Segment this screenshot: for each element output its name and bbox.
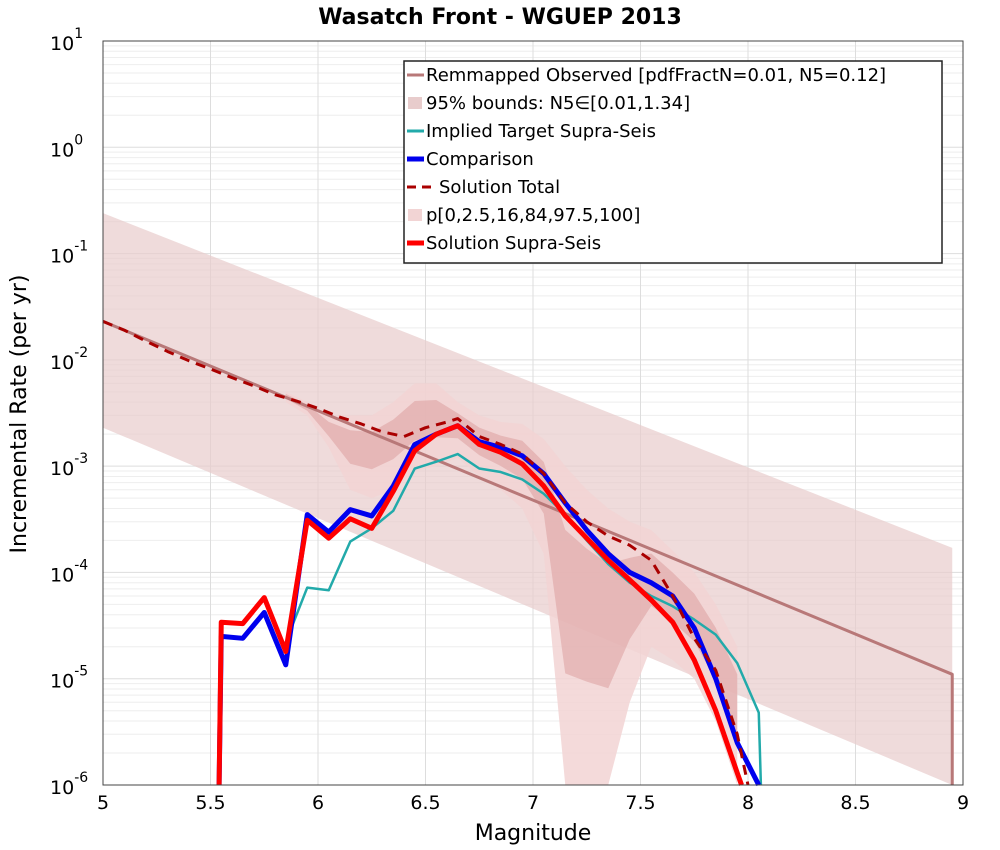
legend-label: Solution Total <box>439 177 560 198</box>
legend-label: p[0,2.5,16,84,97.5,100] <box>426 205 640 226</box>
series-line <box>284 452 763 786</box>
series-lines <box>102 320 954 787</box>
legend-label: Remmapped Observed [pdfFractN=0.01, N5=0… <box>426 65 886 86</box>
y-tick-label: 10-1 <box>50 239 88 268</box>
series-line <box>216 423 744 786</box>
x-tick-label: 7 <box>527 792 539 814</box>
y-tick-label: 10-5 <box>50 664 88 693</box>
legend: Remmapped Observed [pdfFractN=0.01, N5=0… <box>403 60 943 264</box>
x-tick-label: 8 <box>742 792 754 814</box>
legend-label: Implied Target Supra-Seis <box>426 121 656 142</box>
chart-title: Wasatch Front - WGUEP 2013 <box>318 5 682 30</box>
y-tick-label: 10-2 <box>50 345 88 374</box>
plot-frame <box>102 40 964 786</box>
band-fill-inner <box>285 393 738 737</box>
legend-box <box>403 60 943 264</box>
y-tick-label: 10-6 <box>50 770 88 799</box>
legend-swatch <box>408 209 422 221</box>
x-ticks: 5 5.5 6 6.5 7 7.5 8 8.5 9 <box>97 792 969 814</box>
legend-swatch <box>408 97 422 109</box>
legend-label: 95% bounds: N5∈[0.01,1.34] <box>426 93 690 114</box>
y-tick-label: 100 <box>50 132 83 161</box>
x-tick-label: 8.5 <box>840 792 870 814</box>
x-tick-label: 6.5 <box>410 792 440 814</box>
x-tick-label: 5 <box>97 792 109 814</box>
series-line <box>102 320 750 786</box>
y-tick-label: 10-4 <box>50 557 88 586</box>
x-tick-label: 6 <box>312 792 324 814</box>
x-tick-label: 7.5 <box>625 792 655 814</box>
y-tick-label: 101 <box>50 26 83 55</box>
x-tick-label: 5.5 <box>195 792 225 814</box>
series-line <box>102 320 954 785</box>
legend-label: Solution Supra-Seis <box>426 233 601 254</box>
x-axis-label: Magnitude <box>475 821 592 846</box>
y-axis-label: Incremental Rate (per yr) <box>7 275 32 554</box>
y-ticks: 10-6 10-5 10-4 10-3 10-2 10-1 100 101 <box>50 26 88 799</box>
legend-label: Comparison <box>426 149 534 170</box>
y-tick-label: 10-3 <box>50 451 88 480</box>
x-tick-label: 9 <box>957 792 969 814</box>
